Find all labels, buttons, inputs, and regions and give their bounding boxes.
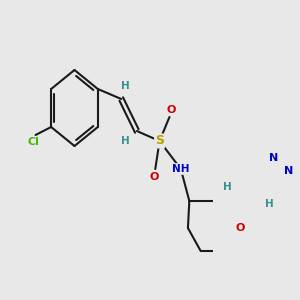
- Text: N: N: [269, 153, 278, 163]
- Text: O: O: [236, 223, 245, 233]
- Text: Cl: Cl: [28, 137, 39, 147]
- Text: NH: NH: [172, 164, 190, 174]
- Text: H: H: [266, 199, 274, 209]
- Text: O: O: [166, 105, 176, 115]
- Text: S: S: [155, 134, 164, 148]
- Text: H: H: [121, 136, 130, 146]
- Text: H: H: [223, 182, 231, 192]
- Polygon shape: [224, 174, 252, 201]
- Text: O: O: [149, 172, 159, 182]
- Text: N: N: [284, 166, 293, 176]
- Text: H: H: [121, 81, 130, 91]
